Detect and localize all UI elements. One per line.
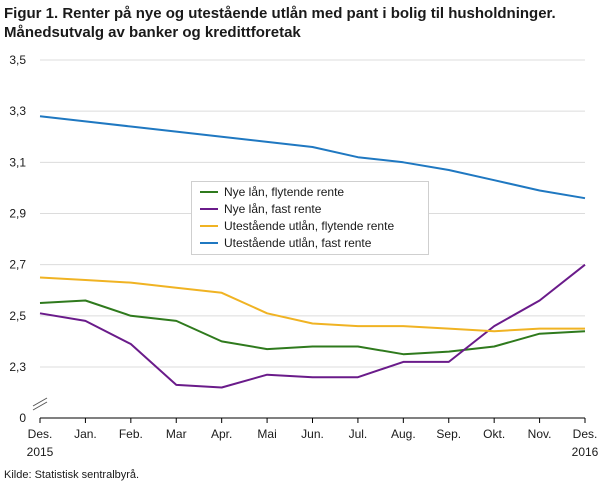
y-tick-label: 2,5 xyxy=(9,309,26,323)
legend-label: Utestående utlån, fast rente xyxy=(224,236,372,250)
source-note: Kilde: Statistisk sentralbyrå. xyxy=(4,469,140,481)
y-tick-label: 3,5 xyxy=(9,53,26,67)
y-tick-label: 3,1 xyxy=(9,155,26,169)
x-tick-label: Des. xyxy=(573,427,598,441)
x-tick-label: Apr. xyxy=(211,427,232,441)
series-line-2 xyxy=(39,263,586,389)
x-tick-sublabel: 2015 xyxy=(27,445,54,459)
x-tick-label: Sep. xyxy=(436,427,461,441)
legend-swatch xyxy=(200,190,218,193)
series-lines xyxy=(39,115,586,389)
x-tick-sublabel: 2016 xyxy=(572,445,599,459)
chart-legend: Nye lån, flytende rente Nye lån, fast ren… xyxy=(191,181,429,255)
legend-item-1: Nye lån, flytende rente xyxy=(200,185,344,199)
x-axis: Des. 2015 Jan. Feb. Mar Apr. Mai Jun. Jul. Aug. Se… xyxy=(27,418,599,459)
series-line-4 xyxy=(39,115,586,200)
x-tick-label: Feb. xyxy=(119,427,143,441)
legend-swatch xyxy=(200,207,218,210)
series-line-1 xyxy=(39,299,586,356)
x-tick-label: Jul. xyxy=(349,427,368,441)
x-tick-label: Mai xyxy=(257,427,276,441)
y-tick-label: 2,9 xyxy=(9,207,26,221)
legend-item-3: Utestående utlån, flytende rente xyxy=(200,219,394,233)
y-tick-label: 2,3 xyxy=(9,360,26,374)
x-tick-label: Jun. xyxy=(301,427,324,441)
legend-swatch xyxy=(200,241,218,244)
y-tick-label: 3,3 xyxy=(9,104,26,118)
x-tick-label: Jan. xyxy=(74,427,97,441)
series-line-3 xyxy=(39,276,585,333)
chart-title: Figur 1. Renter på nye og utestående utl… xyxy=(4,4,556,42)
axis-break-marks xyxy=(32,397,48,411)
legend-item-2: Nye lån, fast rente xyxy=(200,202,321,216)
legend-label: Nye lån, fast rente xyxy=(224,202,322,216)
axis-break-line xyxy=(32,401,48,411)
x-tick-label: Des. xyxy=(28,427,53,441)
y-tick-label: 2,7 xyxy=(9,258,26,272)
x-tick-label: Aug. xyxy=(391,427,416,441)
x-tick-label: Okt. xyxy=(483,427,505,441)
chart-title-line-2: Månedsutvalg av banker og kredittforetak xyxy=(4,24,301,41)
x-tick-label: Nov. xyxy=(528,427,552,441)
axis-break-line xyxy=(32,397,48,407)
chart-title-line-1: Figur 1. Renter på nye og utestående utl… xyxy=(4,5,556,22)
y-tick-label: 0 xyxy=(19,411,26,425)
legend-label: Nye lån, flytende rente xyxy=(224,185,345,199)
legend-label: Utestående utlån, flytende rente xyxy=(224,219,395,233)
x-tick-label: Mar xyxy=(166,427,187,441)
legend-swatch xyxy=(200,224,218,227)
legend-item-4: Utestående utlån, fast rente xyxy=(200,236,371,250)
y-axis-tick-labels: 0 2,3 2,5 2,7 2,9 3,1 3,3 3,5 xyxy=(9,53,26,425)
